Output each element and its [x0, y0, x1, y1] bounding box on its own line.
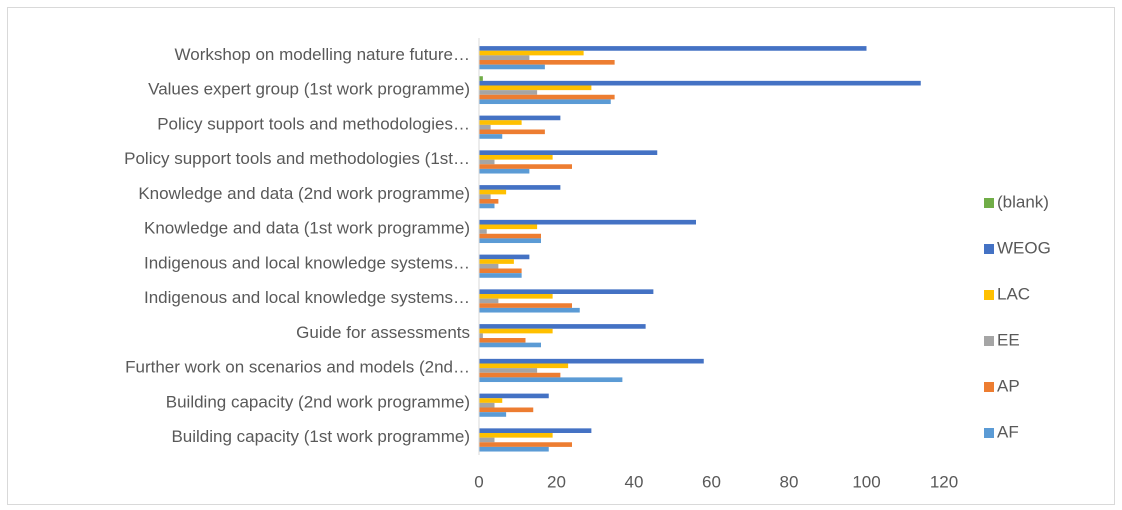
legend-swatch	[984, 290, 994, 300]
legend-swatch	[984, 244, 994, 254]
x-tick-label: 20	[547, 472, 566, 491]
x-tick-label: 40	[625, 472, 644, 491]
x-tick-label: 80	[780, 472, 799, 491]
bar	[479, 219, 696, 225]
chart-border	[7, 7, 1115, 505]
bar	[479, 428, 592, 433]
legend-label: WEOG	[997, 238, 1051, 257]
y-tick-label: Indigenous and local knowledge systems…	[144, 288, 470, 307]
bar	[479, 199, 499, 204]
bar	[479, 372, 561, 378]
bar	[479, 238, 541, 244]
bar	[479, 60, 615, 65]
bar	[479, 273, 522, 278]
y-tick-label: Building capacity (2nd work programme)	[166, 392, 470, 411]
y-tick-label: Indigenous and local knowledge systems…	[144, 253, 470, 272]
y-tick-label: Policy support tools and methodologies…	[157, 114, 470, 133]
y-tick-label: Values expert group (1st work programme)	[148, 80, 470, 99]
y-tick-label: Workshop on modelling nature future…	[175, 45, 470, 64]
x-tick-label: 60	[702, 472, 721, 491]
y-tick-label: Policy support tools and methodologies (…	[124, 149, 470, 168]
y-tick-label: Knowledge and data (2nd work programme)	[138, 184, 470, 203]
legend-swatch	[984, 428, 994, 438]
bar	[479, 303, 572, 308]
bar	[479, 94, 615, 100]
bar	[479, 298, 499, 304]
bar	[479, 293, 553, 299]
legend-swatch	[984, 382, 994, 392]
legend-label: AP	[997, 376, 1020, 395]
bar	[479, 115, 561, 121]
bar	[479, 203, 495, 209]
bar	[479, 402, 495, 408]
bar	[479, 307, 580, 313]
bar	[479, 254, 530, 260]
bar	[479, 398, 503, 403]
x-tick-label: 100	[852, 472, 880, 491]
legend-swatch	[984, 336, 994, 346]
bar	[479, 50, 584, 56]
bar	[479, 189, 507, 195]
legend-swatch	[984, 198, 994, 208]
bar	[479, 377, 623, 383]
legend-label: LAC	[997, 284, 1030, 303]
bar	[479, 90, 538, 95]
bar	[479, 168, 530, 174]
bar	[479, 224, 538, 230]
legend-label: AF	[997, 422, 1019, 441]
bar	[479, 407, 534, 413]
x-tick-label: 120	[930, 472, 958, 491]
y-tick-label: Building capacity (1st work programme)	[171, 427, 470, 446]
y-tick-label: Further work on scenarios and models (2n…	[125, 358, 470, 377]
bar	[479, 289, 654, 294]
bar	[479, 120, 522, 125]
bar	[479, 338, 526, 343]
y-tick-label: Knowledge and data (1st work programme)	[144, 219, 470, 238]
legend-label: (blank)	[997, 192, 1049, 211]
bar	[479, 233, 541, 239]
bar	[479, 229, 487, 234]
bar	[479, 324, 646, 329]
bar	[479, 437, 495, 443]
bar	[479, 64, 545, 70]
bar	[479, 368, 538, 373]
bar	[479, 342, 541, 348]
bar	[479, 150, 658, 155]
bar	[479, 154, 553, 160]
bar	[479, 263, 499, 269]
bar	[479, 446, 549, 452]
bar	[479, 268, 522, 274]
legend-label: EE	[997, 330, 1020, 349]
bar	[479, 164, 572, 169]
bar	[479, 412, 507, 417]
bar	[479, 134, 503, 139]
bar	[479, 328, 553, 334]
bar	[479, 185, 561, 190]
bar	[479, 85, 592, 91]
bar	[479, 393, 549, 399]
bar	[479, 46, 867, 51]
bar	[479, 124, 491, 130]
x-tick-label: 0	[474, 472, 483, 491]
bar	[479, 194, 491, 200]
bar	[479, 363, 569, 369]
bar	[479, 432, 553, 438]
bar	[479, 129, 545, 135]
y-tick-label: Guide for assessments	[296, 323, 470, 342]
bar	[479, 80, 921, 86]
bar	[479, 259, 514, 264]
bar	[479, 76, 483, 81]
bar	[479, 333, 483, 339]
bar	[479, 159, 495, 165]
bar	[479, 99, 611, 105]
bar	[479, 55, 530, 61]
bar	[479, 358, 704, 364]
bar	[479, 442, 572, 447]
